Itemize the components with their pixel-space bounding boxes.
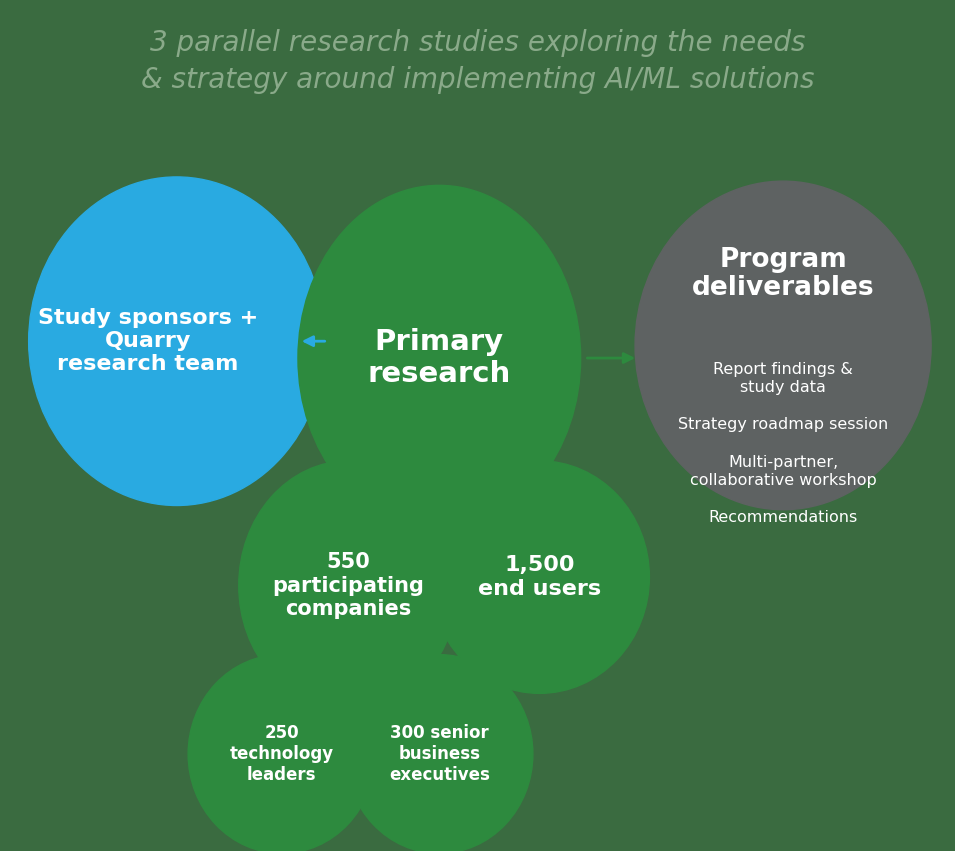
Text: 250
technology
leaders: 250 technology leaders: [229, 724, 334, 784]
Text: 3 parallel research studies exploring the needs
& strategy around implementing A: 3 parallel research studies exploring th…: [140, 30, 815, 94]
Ellipse shape: [239, 461, 458, 711]
Text: 300 senior
business
executives: 300 senior business executives: [389, 724, 490, 784]
Text: Recommendations: Recommendations: [709, 510, 858, 524]
Ellipse shape: [188, 654, 375, 851]
Text: Report findings &
study data: Report findings & study data: [713, 363, 853, 395]
Text: 550
participating
companies: 550 participating companies: [272, 552, 425, 619]
Ellipse shape: [346, 654, 533, 851]
Text: 1,500
end users: 1,500 end users: [478, 556, 601, 599]
Text: Study sponsors +
Quarry
research team: Study sponsors + Quarry research team: [38, 308, 258, 374]
Ellipse shape: [29, 177, 325, 505]
Ellipse shape: [298, 186, 581, 531]
Ellipse shape: [430, 461, 649, 694]
Text: Primary
research: Primary research: [368, 328, 511, 388]
Text: Program
deliverables: Program deliverables: [691, 247, 875, 300]
Ellipse shape: [635, 181, 931, 510]
Text: Strategy roadmap session: Strategy roadmap session: [678, 416, 888, 431]
Text: Multi-partner,
collaborative workshop: Multi-partner, collaborative workshop: [690, 455, 877, 488]
